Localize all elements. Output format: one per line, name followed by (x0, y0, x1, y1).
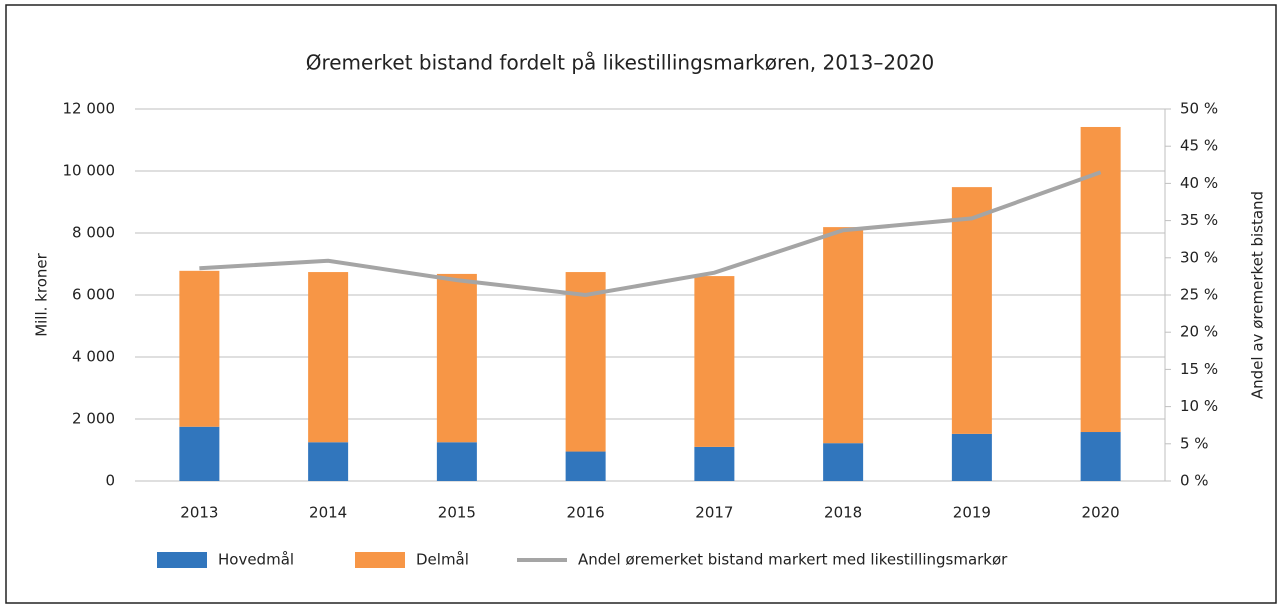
y2-tick-label: 10 % (1180, 397, 1218, 415)
bar (823, 227, 864, 444)
bar (565, 272, 606, 452)
bar (951, 187, 992, 434)
x-tick-label: 2020 (1082, 504, 1120, 522)
y-tick-label: 4 000 (72, 348, 115, 366)
x-tick-label: 2017 (695, 504, 733, 522)
line-series (199, 170, 1102, 298)
bar (565, 451, 606, 481)
bar (179, 270, 220, 427)
bar (1080, 432, 1121, 481)
x-tick-label: 2018 (824, 504, 862, 522)
chart-title: Øremerket bistand fordelt på likestillin… (306, 51, 935, 75)
y2-tick-label: 25 % (1180, 286, 1218, 304)
legend-label: Delmål (416, 551, 469, 569)
x-tick-label: 2013 (180, 504, 218, 522)
y2-tick-label: 40 % (1180, 174, 1218, 192)
x-tick-label: 2015 (438, 504, 476, 522)
y2-tick-label: 0 % (1180, 472, 1209, 490)
bar (308, 442, 349, 481)
x-tick-label: 2014 (309, 504, 347, 522)
y2-tick-label: 50 % (1180, 100, 1218, 118)
bar (823, 443, 864, 481)
bar (436, 442, 477, 481)
legend-swatch (157, 552, 207, 568)
x-tick-label: 2016 (567, 504, 605, 522)
y-tick-label: 10 000 (63, 162, 116, 180)
bar (694, 276, 735, 447)
y2-tick-label: 45 % (1180, 137, 1218, 155)
y2-tick-label: 15 % (1180, 360, 1218, 378)
bar (694, 446, 735, 481)
x-tick-label: 2019 (953, 504, 991, 522)
y2-tick-label: 5 % (1180, 434, 1209, 452)
y-tick-label: 2 000 (72, 410, 115, 428)
y2-tick-label: 20 % (1180, 323, 1218, 341)
legend-label: Andel øremerket bistand markert med like… (578, 551, 1008, 569)
y-tick-label: 0 (105, 472, 115, 490)
y2-tick-label: 35 % (1180, 211, 1218, 229)
y2-axis-label: Andel av øremerket bistand (1249, 191, 1267, 399)
y-tick-label: 12 000 (63, 100, 116, 118)
bar (308, 272, 349, 443)
y-tick-label: 6 000 (72, 286, 115, 304)
bar (951, 433, 992, 481)
bar (436, 273, 477, 443)
legend-swatch (355, 552, 405, 568)
legend-label: Hovedmål (218, 551, 294, 569)
bar (179, 426, 220, 481)
y-tick-label: 8 000 (72, 224, 115, 242)
y-axis-label: Mill. kroner (33, 252, 51, 336)
y2-tick-label: 30 % (1180, 248, 1218, 266)
